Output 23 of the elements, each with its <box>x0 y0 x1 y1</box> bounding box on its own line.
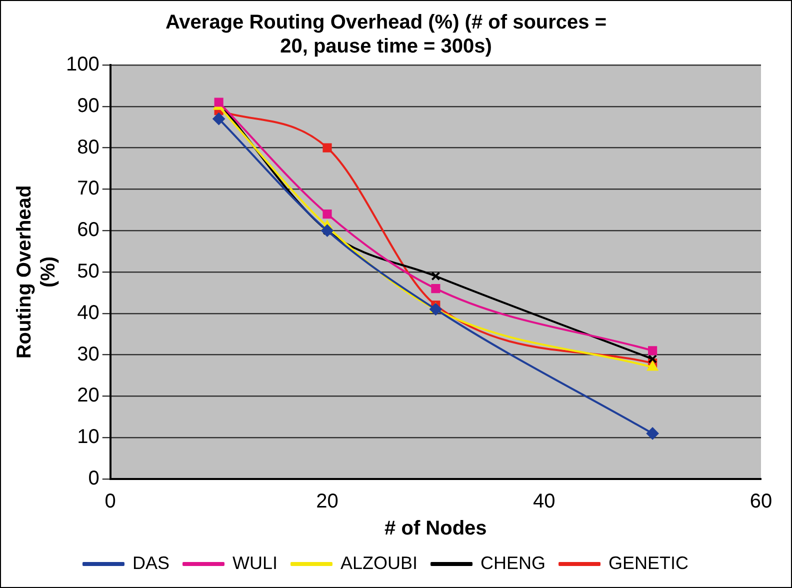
x-tick-label: 20 <box>316 490 338 513</box>
legend-label: DAS <box>132 552 170 573</box>
y-tick-label: 50 <box>77 260 100 283</box>
y-tick-label: 90 <box>77 94 100 117</box>
y-tick-label: 40 <box>77 302 100 324</box>
y-tick-label: 100 <box>66 54 100 76</box>
legend-label: ALZOUBI <box>340 552 418 573</box>
y-tick-label: 0 <box>88 468 100 490</box>
y-tick-label: 80 <box>77 136 100 158</box>
y-tick-label: 70 <box>77 178 100 200</box>
y-axis-title: Routing Overhead (%) <box>14 185 60 359</box>
x-tick-label: 60 <box>750 490 772 513</box>
y-tick-label: 10 <box>77 426 100 448</box>
y-tick-label: 60 <box>77 219 100 242</box>
chart-title: Average Routing Overhead (%) (# of sources = 20, pause time = 300s) <box>165 12 607 58</box>
legend-label: WULI <box>232 552 278 573</box>
x-tick-label: 0 <box>104 490 116 513</box>
y-tick-label: 20 <box>77 384 100 407</box>
x-tick-label: 40 <box>533 490 556 513</box>
legend-label: CHENG <box>480 552 546 573</box>
y-tick-label: 30 <box>77 343 100 366</box>
x-axis-title: # of Nodes <box>384 518 487 540</box>
legend-label: GENETIC <box>608 552 689 573</box>
